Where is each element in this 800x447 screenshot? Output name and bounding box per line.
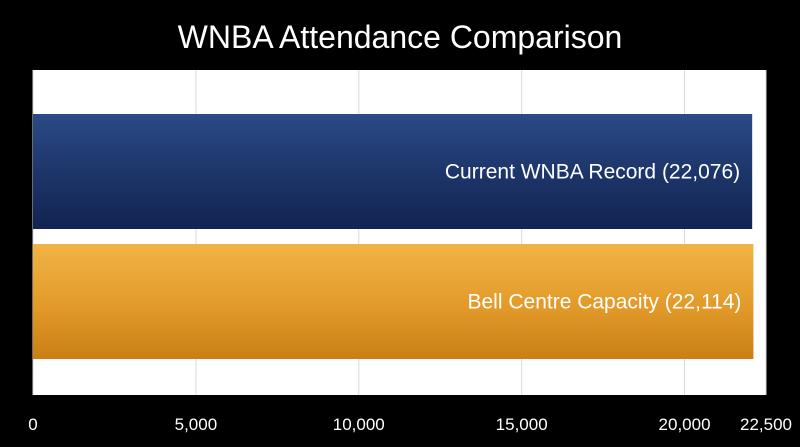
x-tick-label: 20,000: [659, 415, 711, 434]
bar-label: Current WNBA Record (22,076): [445, 161, 740, 184]
x-tick-label: 0: [28, 415, 37, 434]
x-tick-label: 15,000: [496, 415, 548, 434]
x-tick-label: 22,500: [740, 415, 792, 434]
bars: [33, 114, 754, 359]
bar-labels: Current WNBA Record (22,076) Bell Centre …: [445, 161, 742, 314]
x-tick-label: 10,000: [333, 415, 385, 434]
bar: [33, 244, 754, 359]
x-tick-label: 5,000: [175, 415, 218, 434]
chart-title: WNBA Attendance Comparison: [178, 19, 623, 55]
x-axis-ticks: 0 5,000 10,000 15,000 20,000 22,500: [28, 415, 792, 434]
bar-label: Bell Centre Capacity (22,114): [468, 291, 742, 314]
bar: [33, 114, 753, 229]
